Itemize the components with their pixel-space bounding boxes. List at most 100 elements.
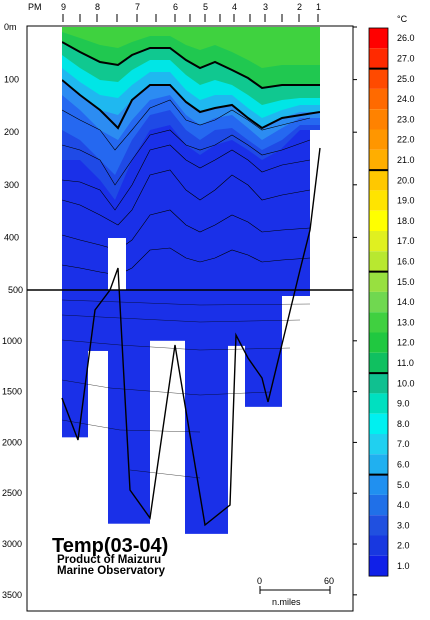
legend-swatch [369, 373, 388, 394]
legend-swatch [369, 494, 388, 516]
legend-label: 6.0 [397, 459, 410, 469]
legend-swatch [369, 190, 388, 211]
legend-swatch [369, 129, 388, 150]
depth-tick-label: 1000 [2, 336, 22, 346]
legend-swatch [369, 454, 388, 475]
top-axis-label: 1 [316, 2, 321, 12]
color-legend: 26.0 27.0 25.0 24.0 23.0 22.0 21.0 20.0 19.0 18.0… [368, 27, 415, 577]
top-axis-prefix: PM [28, 2, 42, 12]
legend-label: 1.0 [397, 561, 410, 571]
chart-subtitle-line-1: Product of Maizuru [57, 554, 161, 566]
legend-label: 7.0 [397, 439, 410, 449]
legend-swatch [369, 68, 388, 89]
legend-swatch [369, 352, 388, 374]
station-column [150, 290, 185, 341]
legend-label: 17.0 [397, 236, 415, 246]
legend-label: 10.0 [397, 378, 415, 388]
legend-swatch [369, 149, 388, 171]
legend-swatch [369, 28, 388, 49]
station-column [108, 290, 150, 524]
legend-label: 3.0 [397, 520, 410, 530]
top-axis: 9 8 7 6 5 4 3 2 1 [61, 2, 321, 22]
legend-swatch [369, 413, 388, 434]
legend-swatch [369, 210, 388, 231]
station-column [185, 290, 228, 534]
legend-label: 26.0 [397, 33, 415, 43]
legend-label: 4.0 [397, 500, 410, 510]
scale-bar-unit: n.miles [272, 597, 301, 607]
top-axis-label: 9 [61, 2, 66, 12]
legend-swatch [369, 231, 388, 252]
top-axis-label: 3 [263, 2, 268, 12]
top-axis-label: 2 [297, 2, 302, 12]
depth-tick-label: 300 [4, 180, 19, 190]
station-column [62, 290, 88, 438]
legend-swatch [369, 271, 388, 292]
legend-label: 23.0 [397, 114, 415, 124]
depth-tick-label: 3500 [2, 590, 22, 600]
legend-label: 27.0 [397, 53, 415, 63]
legend-label: 21.0 [397, 155, 415, 165]
scale-bar: 0 60 n.miles [257, 576, 334, 607]
legend-label: 12.0 [397, 338, 415, 348]
isotherm-band-8 [62, 27, 320, 68]
legend-swatch [369, 515, 388, 536]
sea-bottom-line [61, 147, 321, 527]
depth-tick-label: 100 [4, 75, 19, 85]
legend-swatch [369, 332, 388, 353]
top-axis-label: 8 [95, 2, 100, 12]
legend-unit: °C [397, 14, 408, 24]
depth-axis: 0m 100 200 300 400 500 1000 1500 2000 2500 3000 350… [2, 22, 357, 600]
legend-swatch [369, 109, 388, 130]
legend-swatch [369, 393, 388, 414]
plot-frame [26, 25, 354, 612]
legend-label: 11.0 [397, 358, 414, 368]
legend-label: 9.0 [397, 399, 410, 409]
legend-label: 25.0 [397, 74, 415, 84]
legend-swatch [369, 291, 388, 313]
chart-title: Temp(03-04) [52, 535, 168, 557]
legend-swatch [369, 170, 388, 191]
legend-label: 2.0 [397, 541, 410, 551]
legend-label: 24.0 [397, 94, 415, 104]
legend-swatch [369, 434, 388, 455]
top-axis-label: 7 [135, 2, 140, 12]
station-column [228, 290, 245, 346]
station-column [88, 290, 108, 351]
depth-tick-label: 2000 [2, 437, 22, 447]
legend-label: 19.0 [397, 196, 415, 206]
legend-label: 8.0 [397, 419, 410, 429]
legend-swatch [369, 555, 388, 577]
legend-swatch [369, 474, 388, 495]
depth-tick-label: 1500 [2, 387, 22, 397]
lower-section [62, 290, 310, 534]
legend-label: 20.0 [397, 175, 415, 185]
depth-tick-label: 3000 [2, 539, 22, 549]
legend-label: 13.0 [397, 317, 415, 327]
scale-bar-end: 60 [324, 576, 334, 586]
legend-label: 16.0 [397, 256, 415, 266]
legend-swatch [369, 88, 388, 110]
legend-swatch [369, 48, 388, 69]
depth-tick-label: 200 [4, 127, 19, 137]
depth-tick-label: 500 [8, 285, 23, 295]
legend-label: 5.0 [397, 480, 410, 490]
legend-label: 18.0 [397, 216, 415, 226]
top-axis-label: 5 [203, 2, 208, 12]
depth-tick-label: 2500 [2, 488, 22, 498]
legend-label: 14.0 [397, 297, 415, 307]
legend-swatch [369, 312, 388, 333]
depth-tick-label: 400 [4, 232, 19, 242]
upper-section [62, 27, 320, 290]
top-axis-label: 4 [232, 2, 237, 12]
scale-bar-start: 0 [257, 576, 262, 586]
depth-tick-label: 0m [4, 22, 17, 32]
legend-swatch [369, 535, 388, 556]
no-data-gaps [108, 130, 322, 290]
legend-swatch [369, 251, 388, 272]
top-axis-label: 6 [173, 2, 178, 12]
legend-label: 15.0 [397, 277, 415, 287]
chart-subtitle-line-2: Marine Observatory [57, 565, 166, 577]
legend-label: 22.0 [397, 135, 415, 145]
